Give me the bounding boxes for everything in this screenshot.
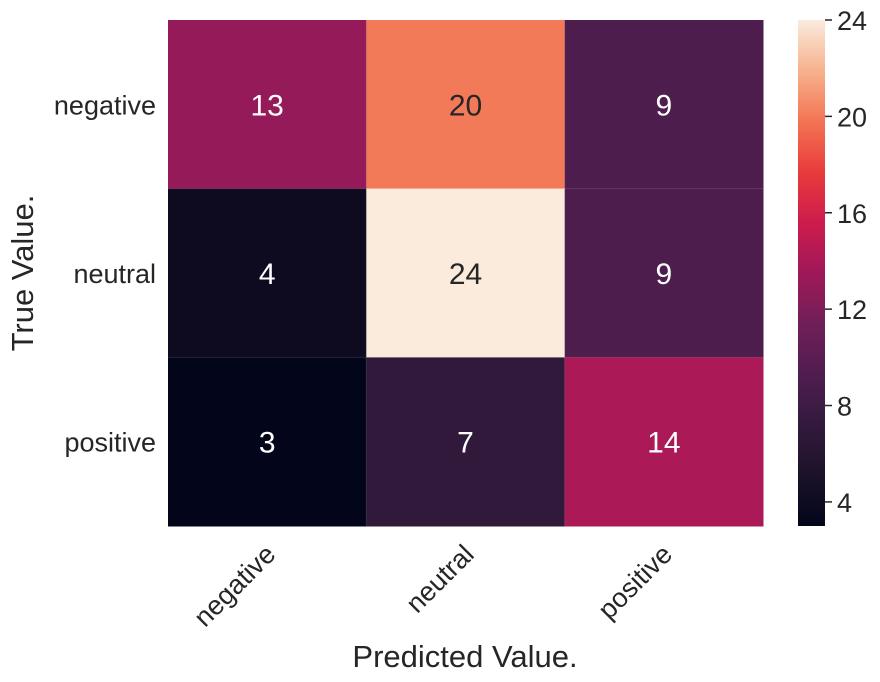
colorbar-tick-label: 24 — [837, 6, 867, 36]
cell-value-label: 4 — [259, 258, 276, 291]
heatmap-cell — [564, 357, 764, 527]
colorbar-tick-label: 4 — [837, 488, 852, 518]
heatmap-cell — [168, 20, 367, 190]
heatmap-cell — [366, 20, 566, 190]
cell-value-label: 3 — [259, 427, 276, 460]
cell-value-label: 24 — [449, 258, 482, 291]
y-tick-label: negative — [54, 90, 156, 120]
cell-value-label: 9 — [655, 258, 672, 291]
x-axis-label: Predicted Value. — [352, 639, 577, 674]
colorbar-ticks: 4 8 12 16 20 24 — [825, 6, 867, 518]
heatmap-cell — [168, 357, 367, 527]
x-tick-labels: negative neutral positive — [188, 539, 678, 632]
y-tick-labels: negative neutral positive — [54, 90, 156, 457]
heatmap-cell — [168, 188, 367, 358]
colorbar — [798, 20, 825, 526]
heatmap-cell — [564, 20, 764, 190]
heatmap-cell — [564, 188, 764, 358]
y-tick-label: positive — [64, 428, 156, 458]
cell-value-label: 7 — [457, 427, 474, 460]
colorbar-tick-label: 8 — [837, 392, 852, 422]
x-tick-label: negative — [188, 539, 281, 632]
heatmap-cell — [366, 188, 566, 358]
colorbar-tick-label: 16 — [837, 199, 867, 229]
cell-value-label: 9 — [655, 89, 672, 122]
heatmap-cell — [366, 357, 566, 527]
colorbar-tick-label: 20 — [837, 102, 867, 132]
y-axis-label: True Value. — [5, 195, 40, 352]
x-tick-label: neutral — [400, 539, 480, 619]
heatmap-cells — [168, 20, 764, 527]
y-tick-label: neutral — [73, 259, 156, 289]
x-tick-label: positive — [592, 539, 678, 625]
cell-value-label: 14 — [647, 427, 680, 460]
cell-annotations: 13 20 9 4 24 9 3 7 14 — [250, 89, 680, 459]
cell-value-label: 20 — [449, 89, 482, 122]
colorbar-tick-label: 12 — [837, 295, 867, 325]
cell-value-label: 13 — [250, 89, 283, 122]
